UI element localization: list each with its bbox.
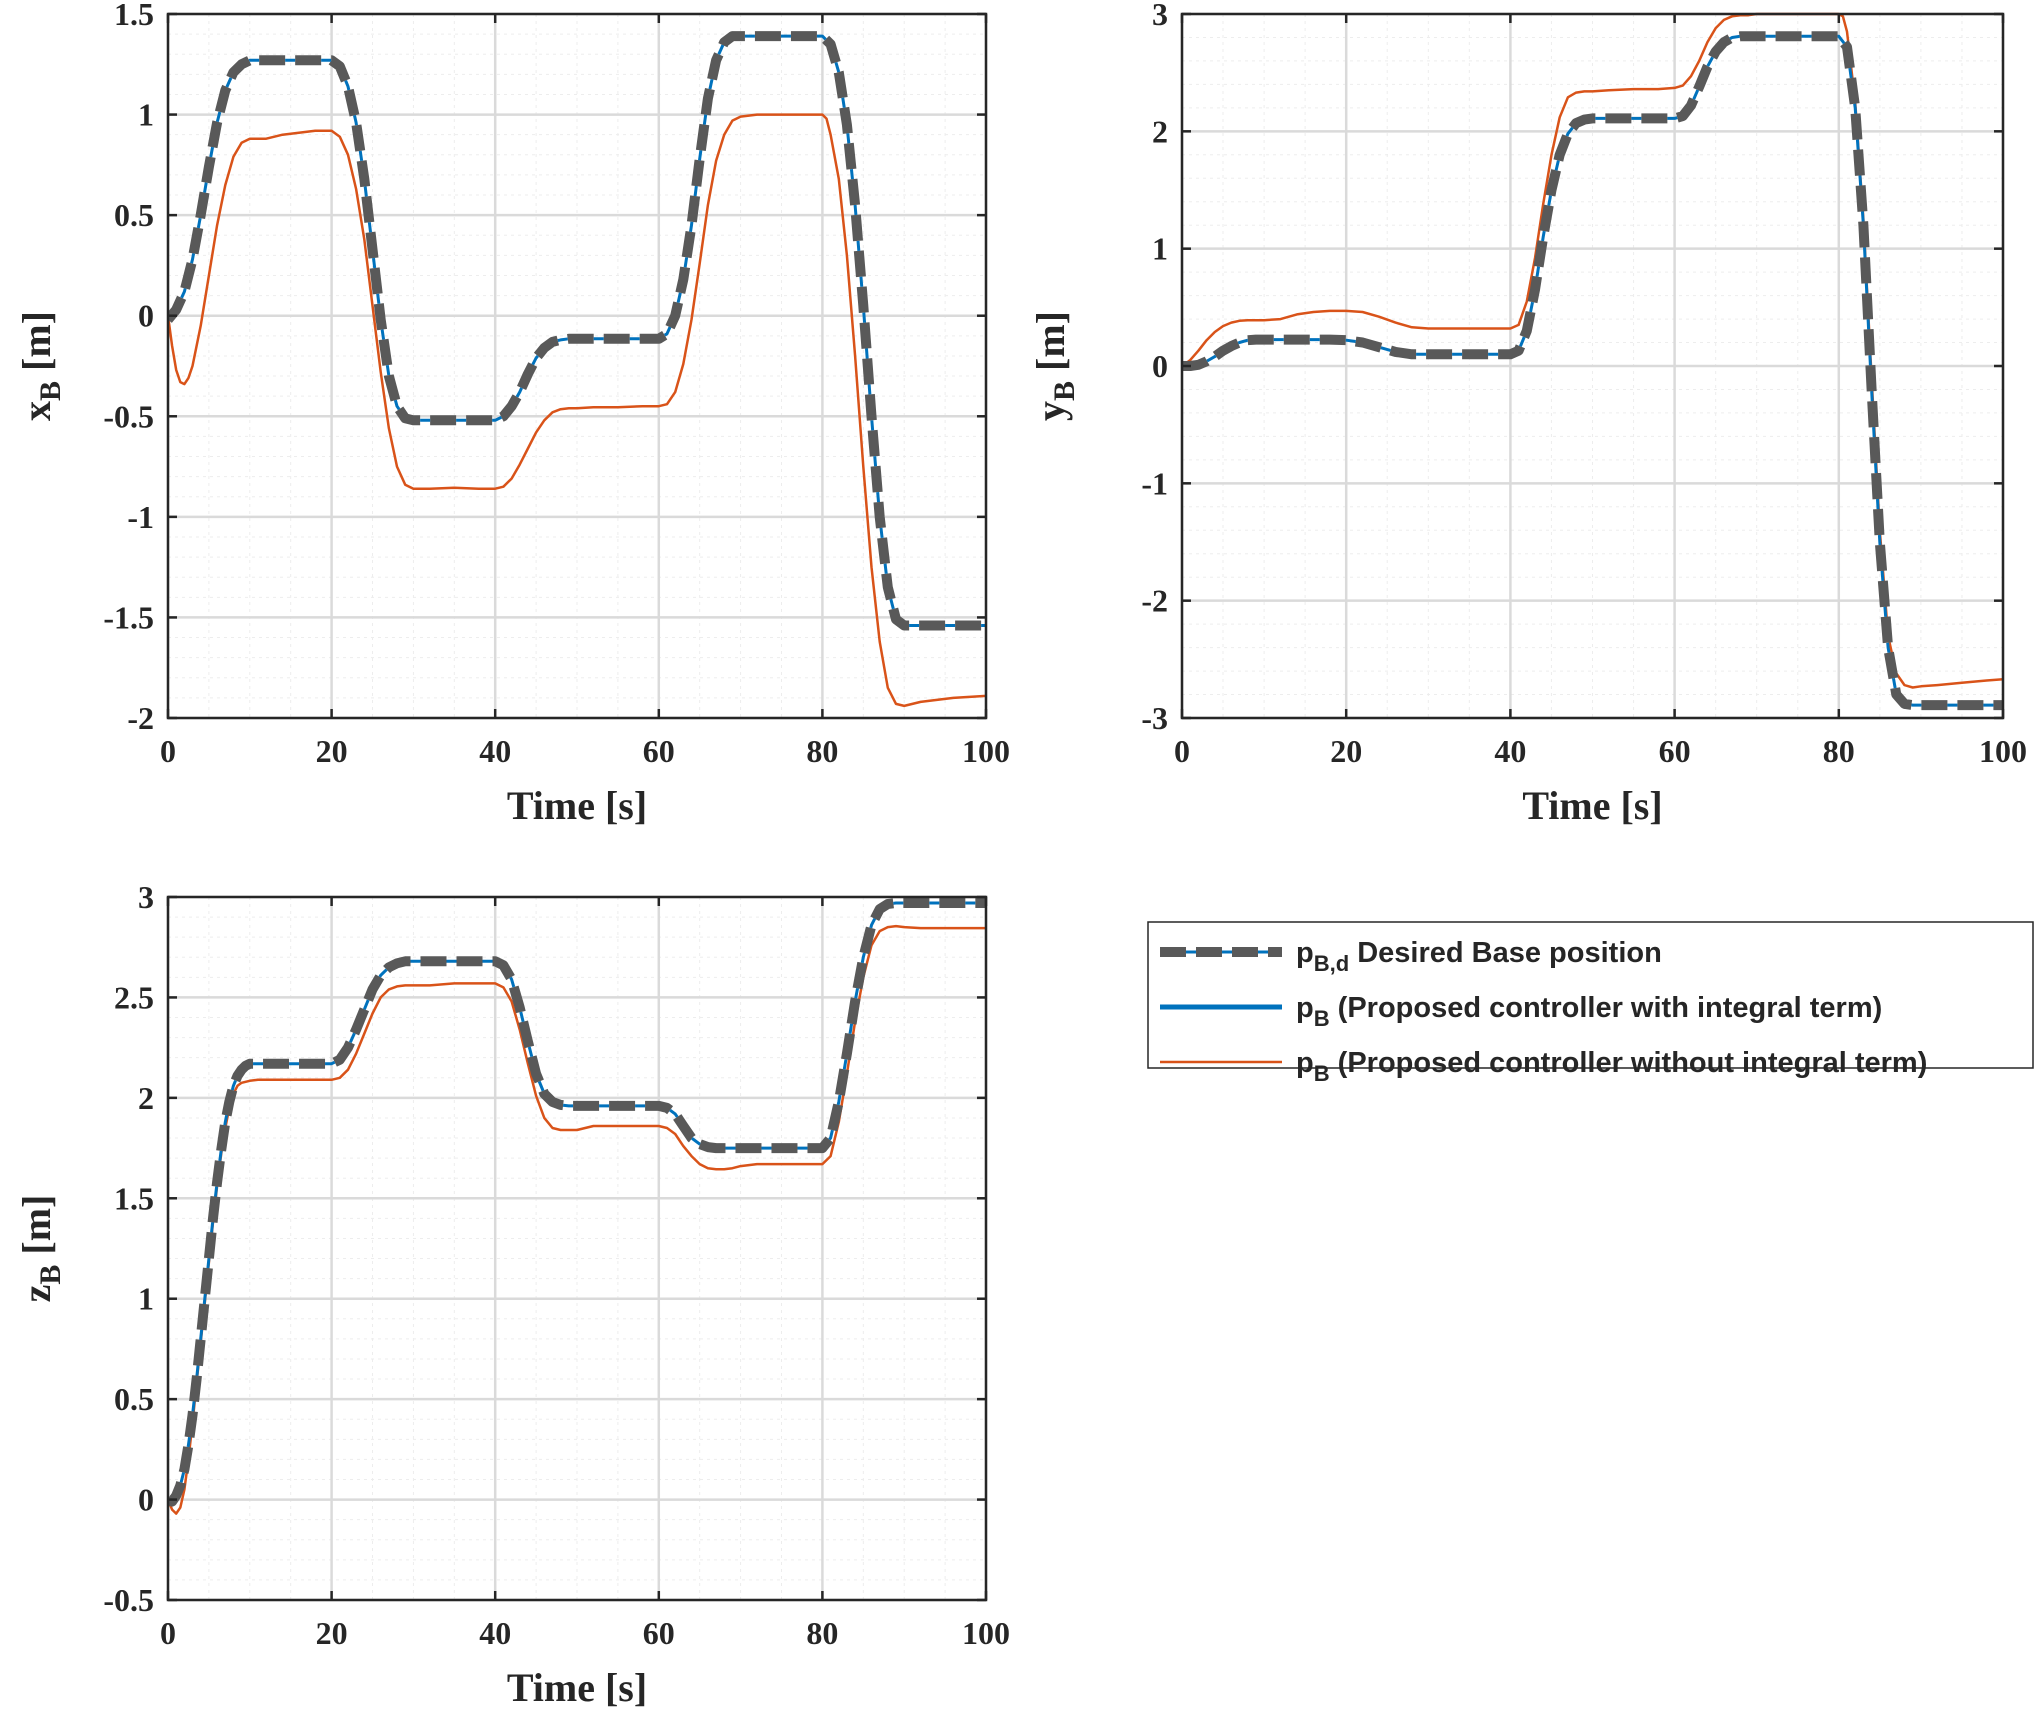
legend-label-desired: pB,d Desired Base position <box>1296 937 1662 976</box>
x-ylabel-sub: B <box>34 381 67 401</box>
legend-item-without-integral: pB (Proposed controller without integral… <box>1160 1047 1927 1086</box>
y-ylabel-main: y <box>1028 401 1073 421</box>
z-ytick-label: 2.5 <box>114 979 154 1015</box>
z-ylabel-unit: [m] <box>14 1195 59 1265</box>
y-ylabel-unit: [m] <box>1028 311 1073 381</box>
legend-item-desired: pB,d Desired Base position <box>1160 937 1662 976</box>
legend-subscript: B <box>1314 1006 1330 1031</box>
legend-item-with-integral: pB (Proposed controller with integral te… <box>1160 992 1882 1031</box>
legend-label-with-integral: pB (Proposed controller with integral te… <box>1296 992 1882 1031</box>
legend-subscript: B,d <box>1314 951 1349 976</box>
z-xlabel: Time [s] <box>507 1665 647 1710</box>
z-xtick-label: 0 <box>160 1615 176 1651</box>
x-ticks <box>166 12 988 720</box>
x-ylabel-main: x <box>14 401 59 421</box>
legend-main: p <box>1296 937 1314 969</box>
z-xtick-label: 60 <box>643 1615 675 1651</box>
legend-box <box>1147 921 2034 1069</box>
y-ticks <box>1180 12 2005 720</box>
z-ylabel: zB [m] <box>14 1195 67 1303</box>
legend: pB,d Desired Base position pB (Proposed … <box>1147 921 2034 1086</box>
z-ytick-label: 0.5 <box>114 1381 154 1417</box>
x-xtick-label: 80 <box>806 733 838 769</box>
y-ylabel-sub: B <box>1048 381 1081 401</box>
y-ytick-label: -3 <box>1141 700 1168 736</box>
y-xlabel: Time [s] <box>1522 783 1662 828</box>
z-ylabel-main: z <box>14 1285 59 1303</box>
panel-x-plot: 0 20 40 60 80 100 -2 -1.5 -1 -0.5 0 0.5 1 1.5 Time [s]… <box>14 0 1010 828</box>
y-xtick-label: 100 <box>1979 733 2027 769</box>
legend-main: p <box>1296 992 1314 1024</box>
z-ticks <box>166 895 988 1602</box>
x-series-group <box>168 31 986 708</box>
z-xtick-label: 80 <box>806 1615 838 1651</box>
z-ytick-label: -0.5 <box>103 1582 154 1618</box>
y-series-with-integral <box>1182 34 2003 707</box>
y-ylabel: yB [m] <box>1028 311 1081 421</box>
y-ytick-label: 0 <box>1152 348 1168 384</box>
x-ytick-label: 1 <box>138 97 154 133</box>
legend-main: p <box>1296 1047 1314 1079</box>
legend-text: Desired Base position <box>1349 937 1662 969</box>
y-xtick-label: 60 <box>1659 733 1691 769</box>
y-series-group <box>1182 12 2003 711</box>
legend-subscript: B <box>1314 1061 1330 1086</box>
legend-text: (Proposed controller without integral te… <box>1330 1047 1928 1079</box>
x-series-without-integral <box>168 113 986 708</box>
y-ytick-label: 3 <box>1152 0 1168 32</box>
x-ytick-label: 0 <box>138 298 154 334</box>
x-ytick-label: -1 <box>127 499 154 535</box>
x-ytick-label: -0.5 <box>103 398 154 434</box>
z-series-group <box>168 898 986 1515</box>
legend-text: (Proposed controller with integral term) <box>1330 992 1883 1024</box>
x-axes-box <box>166 12 988 720</box>
y-xtick-label: 20 <box>1330 733 1362 769</box>
z-ylabel-sub: B <box>34 1265 67 1285</box>
panel-y-plot: 0 20 40 60 80 100 -3 -2 -1 0 1 2 3 Time [s] yB [m] <box>1028 0 2027 828</box>
z-ytick-label: 1.5 <box>114 1180 154 1216</box>
legend-label-without-integral: pB (Proposed controller without integral… <box>1296 1047 1927 1086</box>
x-xtick-label: 100 <box>962 733 1010 769</box>
z-xtick-label: 100 <box>962 1615 1010 1651</box>
x-ylabel-unit: [m] <box>14 311 59 381</box>
x-ytick-label: -1.5 <box>103 599 154 635</box>
x-ytick-label: -2 <box>127 700 154 736</box>
x-xtick-label: 20 <box>316 733 348 769</box>
z-minor-grid <box>167 896 987 1601</box>
z-series-desired <box>168 898 986 1507</box>
z-axes-box <box>166 895 988 1602</box>
y-ytick-label: -1 <box>1141 465 1168 501</box>
y-ytick-label: -2 <box>1141 583 1168 619</box>
x-xtick-label: 40 <box>479 733 511 769</box>
y-xtick-label: 0 <box>1174 733 1190 769</box>
x-xtick-label: 0 <box>160 733 176 769</box>
z-xtick-label: 20 <box>316 1615 348 1651</box>
y-xtick-label: 40 <box>1494 733 1526 769</box>
y-xtick-label: 80 <box>1823 733 1855 769</box>
x-ytick-label: 0.5 <box>114 197 154 233</box>
z-ytick-label: 2 <box>138 1080 154 1116</box>
z-xtick-label: 40 <box>479 1615 511 1651</box>
z-ytick-label: 1 <box>138 1281 154 1317</box>
y-ytick-label: 1 <box>1152 231 1168 267</box>
y-series-desired <box>1182 31 2003 711</box>
y-ytick-label: 2 <box>1152 113 1168 149</box>
x-series-desired <box>168 31 986 631</box>
z-ytick-label: 0 <box>138 1482 154 1518</box>
z-ytick-label: 3 <box>138 879 154 915</box>
x-xtick-label: 60 <box>643 733 675 769</box>
x-xlabel: Time [s] <box>507 783 647 828</box>
x-ylabel: xB [m] <box>14 311 67 421</box>
x-ytick-label: 1.5 <box>114 0 154 32</box>
